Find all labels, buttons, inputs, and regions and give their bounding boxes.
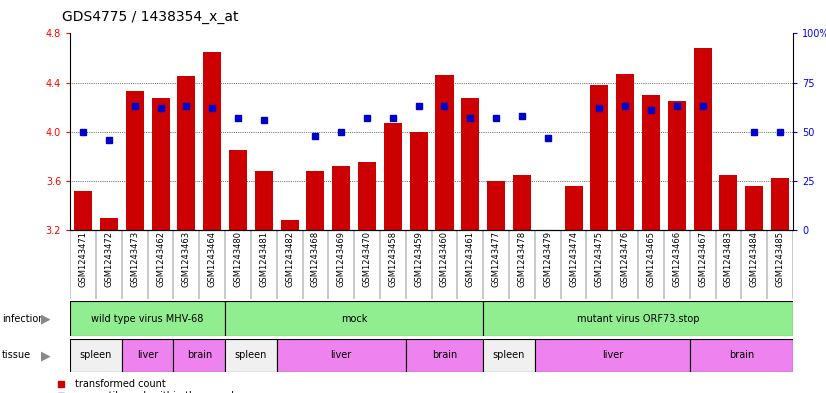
Bar [771,178,789,230]
Bar [461,99,479,230]
Bar [70,301,225,336]
Text: brain: brain [187,351,212,360]
Text: liver: liver [137,351,159,360]
Bar [535,339,690,372]
Bar [126,91,144,230]
Bar [745,185,763,230]
Text: spleen: spleen [235,351,267,360]
Bar [306,171,325,230]
Text: brain: brain [432,351,457,360]
Text: infection: infection [2,314,44,324]
Bar [406,339,483,372]
Bar [173,339,225,372]
Bar [332,166,350,230]
Text: mutant virus ORF73.stop: mutant virus ORF73.stop [577,314,700,324]
Text: percentile rank within the sample: percentile rank within the sample [75,391,240,393]
Bar [70,339,122,372]
Bar [513,174,531,230]
Text: spleen: spleen [80,351,112,360]
Text: brain: brain [729,351,754,360]
Text: liver: liver [601,351,623,360]
Text: ▶: ▶ [40,349,50,362]
Bar [225,301,483,336]
Bar [254,171,273,230]
Text: mock: mock [341,314,368,324]
Bar [487,181,506,230]
Bar [229,150,247,230]
Bar [690,339,793,372]
Bar [358,162,376,230]
Bar [151,99,169,230]
Bar [122,339,173,372]
Bar [225,339,277,372]
Text: tissue: tissue [2,351,31,360]
Bar [435,75,453,230]
Bar [719,174,738,230]
Text: transformed count: transformed count [75,379,166,389]
Text: ▶: ▶ [40,312,50,325]
Bar [74,191,93,230]
Bar [203,52,221,230]
Text: GDS4775 / 1438354_x_at: GDS4775 / 1438354_x_at [62,10,239,24]
Bar [281,220,299,230]
Bar [277,339,406,372]
Bar [642,95,660,230]
Bar [483,339,535,372]
Text: wild type virus MHV-68: wild type virus MHV-68 [92,314,204,324]
Bar [591,85,609,230]
Bar [410,132,428,230]
Bar [100,218,118,230]
Bar [384,123,402,230]
Text: liver: liver [330,351,352,360]
Bar [694,48,712,230]
Bar [178,76,196,230]
Bar [564,185,582,230]
Bar [616,74,634,230]
Bar [667,101,686,230]
Text: spleen: spleen [493,351,525,360]
Bar [483,301,793,336]
